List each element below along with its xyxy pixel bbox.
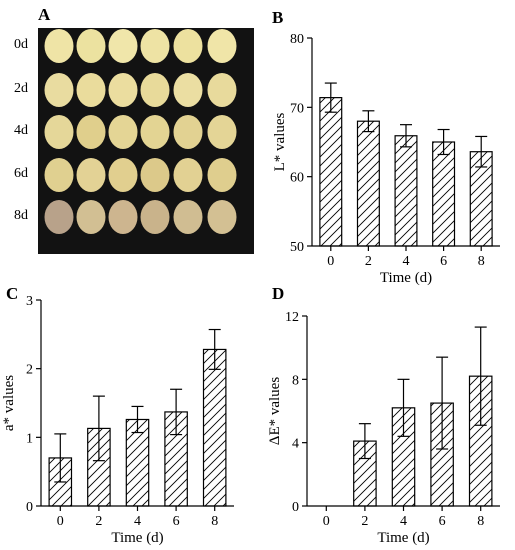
potato-slice — [173, 200, 203, 234]
day-label: 0d — [14, 37, 28, 52]
y-tick-label: 1 — [26, 431, 33, 446]
x-tick-label: 8 — [477, 514, 484, 529]
y-tick-label: 12 — [285, 310, 299, 325]
y-tick-label: 0 — [292, 500, 299, 515]
panel-a-letter: A — [38, 5, 51, 24]
x-tick-label: 2 — [365, 254, 372, 269]
potato-slice — [76, 200, 106, 234]
potato-slice — [173, 158, 203, 192]
y-tick-label: 50 — [290, 240, 304, 255]
x-tick-label: 4 — [400, 514, 407, 529]
potato-slice — [108, 73, 138, 107]
panel-d-letter: D — [272, 284, 285, 303]
potato-slice — [207, 115, 237, 149]
y-tick-label: 8 — [292, 373, 299, 388]
potato-slice — [173, 115, 203, 149]
chart-c: 0 1 2 3 0 2 4 6 8 Time (d) a* values — [1, 294, 234, 546]
x-axis-label: Time (d) — [380, 270, 432, 286]
potato-slice — [173, 29, 203, 63]
potato-slice — [108, 115, 138, 149]
potato-slice — [140, 158, 170, 192]
panel-b-letter: B — [272, 8, 284, 27]
potato-slice — [207, 158, 237, 192]
x-tick-label: 8 — [478, 254, 485, 269]
x-tick-label: 8 — [211, 514, 218, 529]
potato-slice — [76, 115, 106, 149]
y-tick-label: 4 — [292, 437, 299, 452]
x-tick-label: 6 — [440, 254, 447, 269]
y-tick-label: 80 — [290, 32, 304, 47]
potato-slice — [44, 115, 74, 149]
y-tick-label: 3 — [26, 294, 33, 309]
x-axis-label: Time (d) — [377, 530, 429, 546]
potato-slice — [44, 158, 74, 192]
day-label: 2d — [14, 81, 28, 96]
bar — [432, 141, 456, 247]
potato-slice — [108, 29, 138, 63]
y-axis-label: L* values — [272, 112, 288, 171]
x-tick-label: 2 — [95, 514, 102, 529]
potato-slice — [207, 73, 237, 107]
day-label: 4d — [14, 123, 28, 138]
x-tick-label: 0 — [327, 254, 334, 269]
potato-slice — [108, 158, 138, 192]
day-label: 6d — [14, 166, 28, 181]
x-tick-label: 6 — [173, 514, 180, 529]
x-tick-label: 0 — [57, 514, 64, 529]
potato-slices-photo — [38, 28, 254, 254]
y-axis-label: ΔE* values — [267, 377, 283, 446]
bar — [394, 135, 418, 247]
chart-b: 50 60 70 80 0 2 4 6 8 Time (d) L* values — [272, 32, 500, 286]
day-label: 8d — [14, 208, 28, 223]
bar — [319, 97, 343, 247]
potato-slice — [76, 73, 106, 107]
potato-slice — [76, 158, 106, 192]
potato-slice — [207, 29, 237, 63]
y-tick-label: 2 — [26, 363, 33, 378]
bar — [356, 120, 380, 247]
y-axis-label: a* values — [1, 375, 17, 431]
x-tick-label: 4 — [134, 514, 141, 529]
potato-slice — [108, 200, 138, 234]
potato-slice — [140, 29, 170, 63]
chart-d: 0 4 8 12 0 2 4 6 8 Time (d) ΔE* values — [267, 310, 500, 546]
y-tick-label: 60 — [290, 171, 304, 186]
panel-c-letter: C — [6, 284, 19, 303]
x-tick-label: 6 — [439, 514, 446, 529]
potato-slice — [207, 200, 237, 234]
slices-grid — [44, 29, 237, 234]
y-tick-label: 0 — [26, 500, 33, 515]
x-tick-label: 0 — [323, 514, 330, 529]
potato-slice — [173, 73, 203, 107]
y-tick-label: 70 — [290, 101, 304, 116]
x-tick-label: 2 — [361, 514, 368, 529]
bar — [202, 348, 227, 507]
potato-slice — [140, 115, 170, 149]
potato-slice — [140, 200, 170, 234]
potato-slice — [76, 29, 106, 63]
potato-slice — [44, 200, 74, 234]
potato-slice — [44, 73, 74, 107]
x-tick-label: 4 — [403, 254, 410, 269]
potato-slice — [140, 73, 170, 107]
x-axis-label: Time (d) — [111, 530, 163, 546]
potato-slice — [44, 29, 74, 63]
